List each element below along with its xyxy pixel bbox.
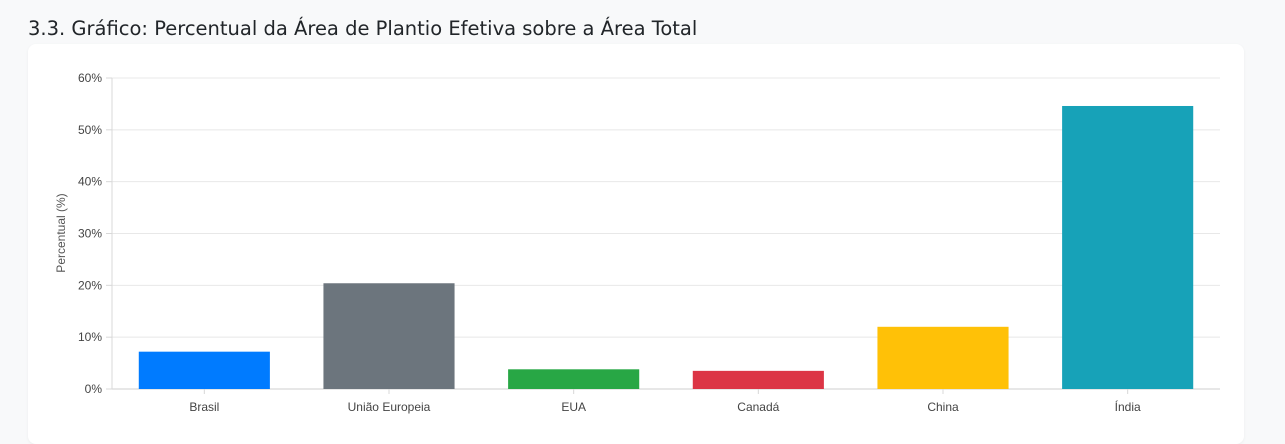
y-axis-title: Percentual (%) [54, 193, 68, 272]
bar-china[interactable] [877, 326, 1009, 389]
x-tick-label: Brasil [189, 400, 219, 414]
bar-uniao-europeia[interactable] [323, 283, 455, 389]
axes: 0% 10% 20% 30% 40% 50% 60% Brasil União Europeia… [78, 71, 1141, 414]
x-tick-label: China [927, 400, 959, 414]
y-tick-label: 30% [78, 227, 102, 241]
grid-lines [112, 77, 1220, 390]
bars [138, 105, 1194, 390]
x-tick-label: Canadá [737, 400, 779, 414]
x-tick-label: Índia [1115, 399, 1141, 414]
bar-canada[interactable] [692, 370, 824, 389]
y-tick-label: 10% [78, 330, 102, 344]
bar-brasil[interactable] [138, 351, 270, 389]
bar-eua[interactable] [508, 369, 640, 389]
y-tick-label: 20% [78, 278, 102, 292]
y-tick-label: 60% [78, 71, 102, 85]
x-tick-label: EUA [561, 400, 586, 414]
section-title: 3.3. Gráfico: Percentual da Área de Plan… [28, 17, 698, 40]
x-tick-label: União Europeia [348, 400, 431, 414]
y-tick-label: 40% [78, 175, 102, 189]
bar-india[interactable] [1062, 105, 1194, 390]
y-tick-label: 0% [85, 382, 103, 396]
y-tick-label: 50% [78, 123, 102, 137]
